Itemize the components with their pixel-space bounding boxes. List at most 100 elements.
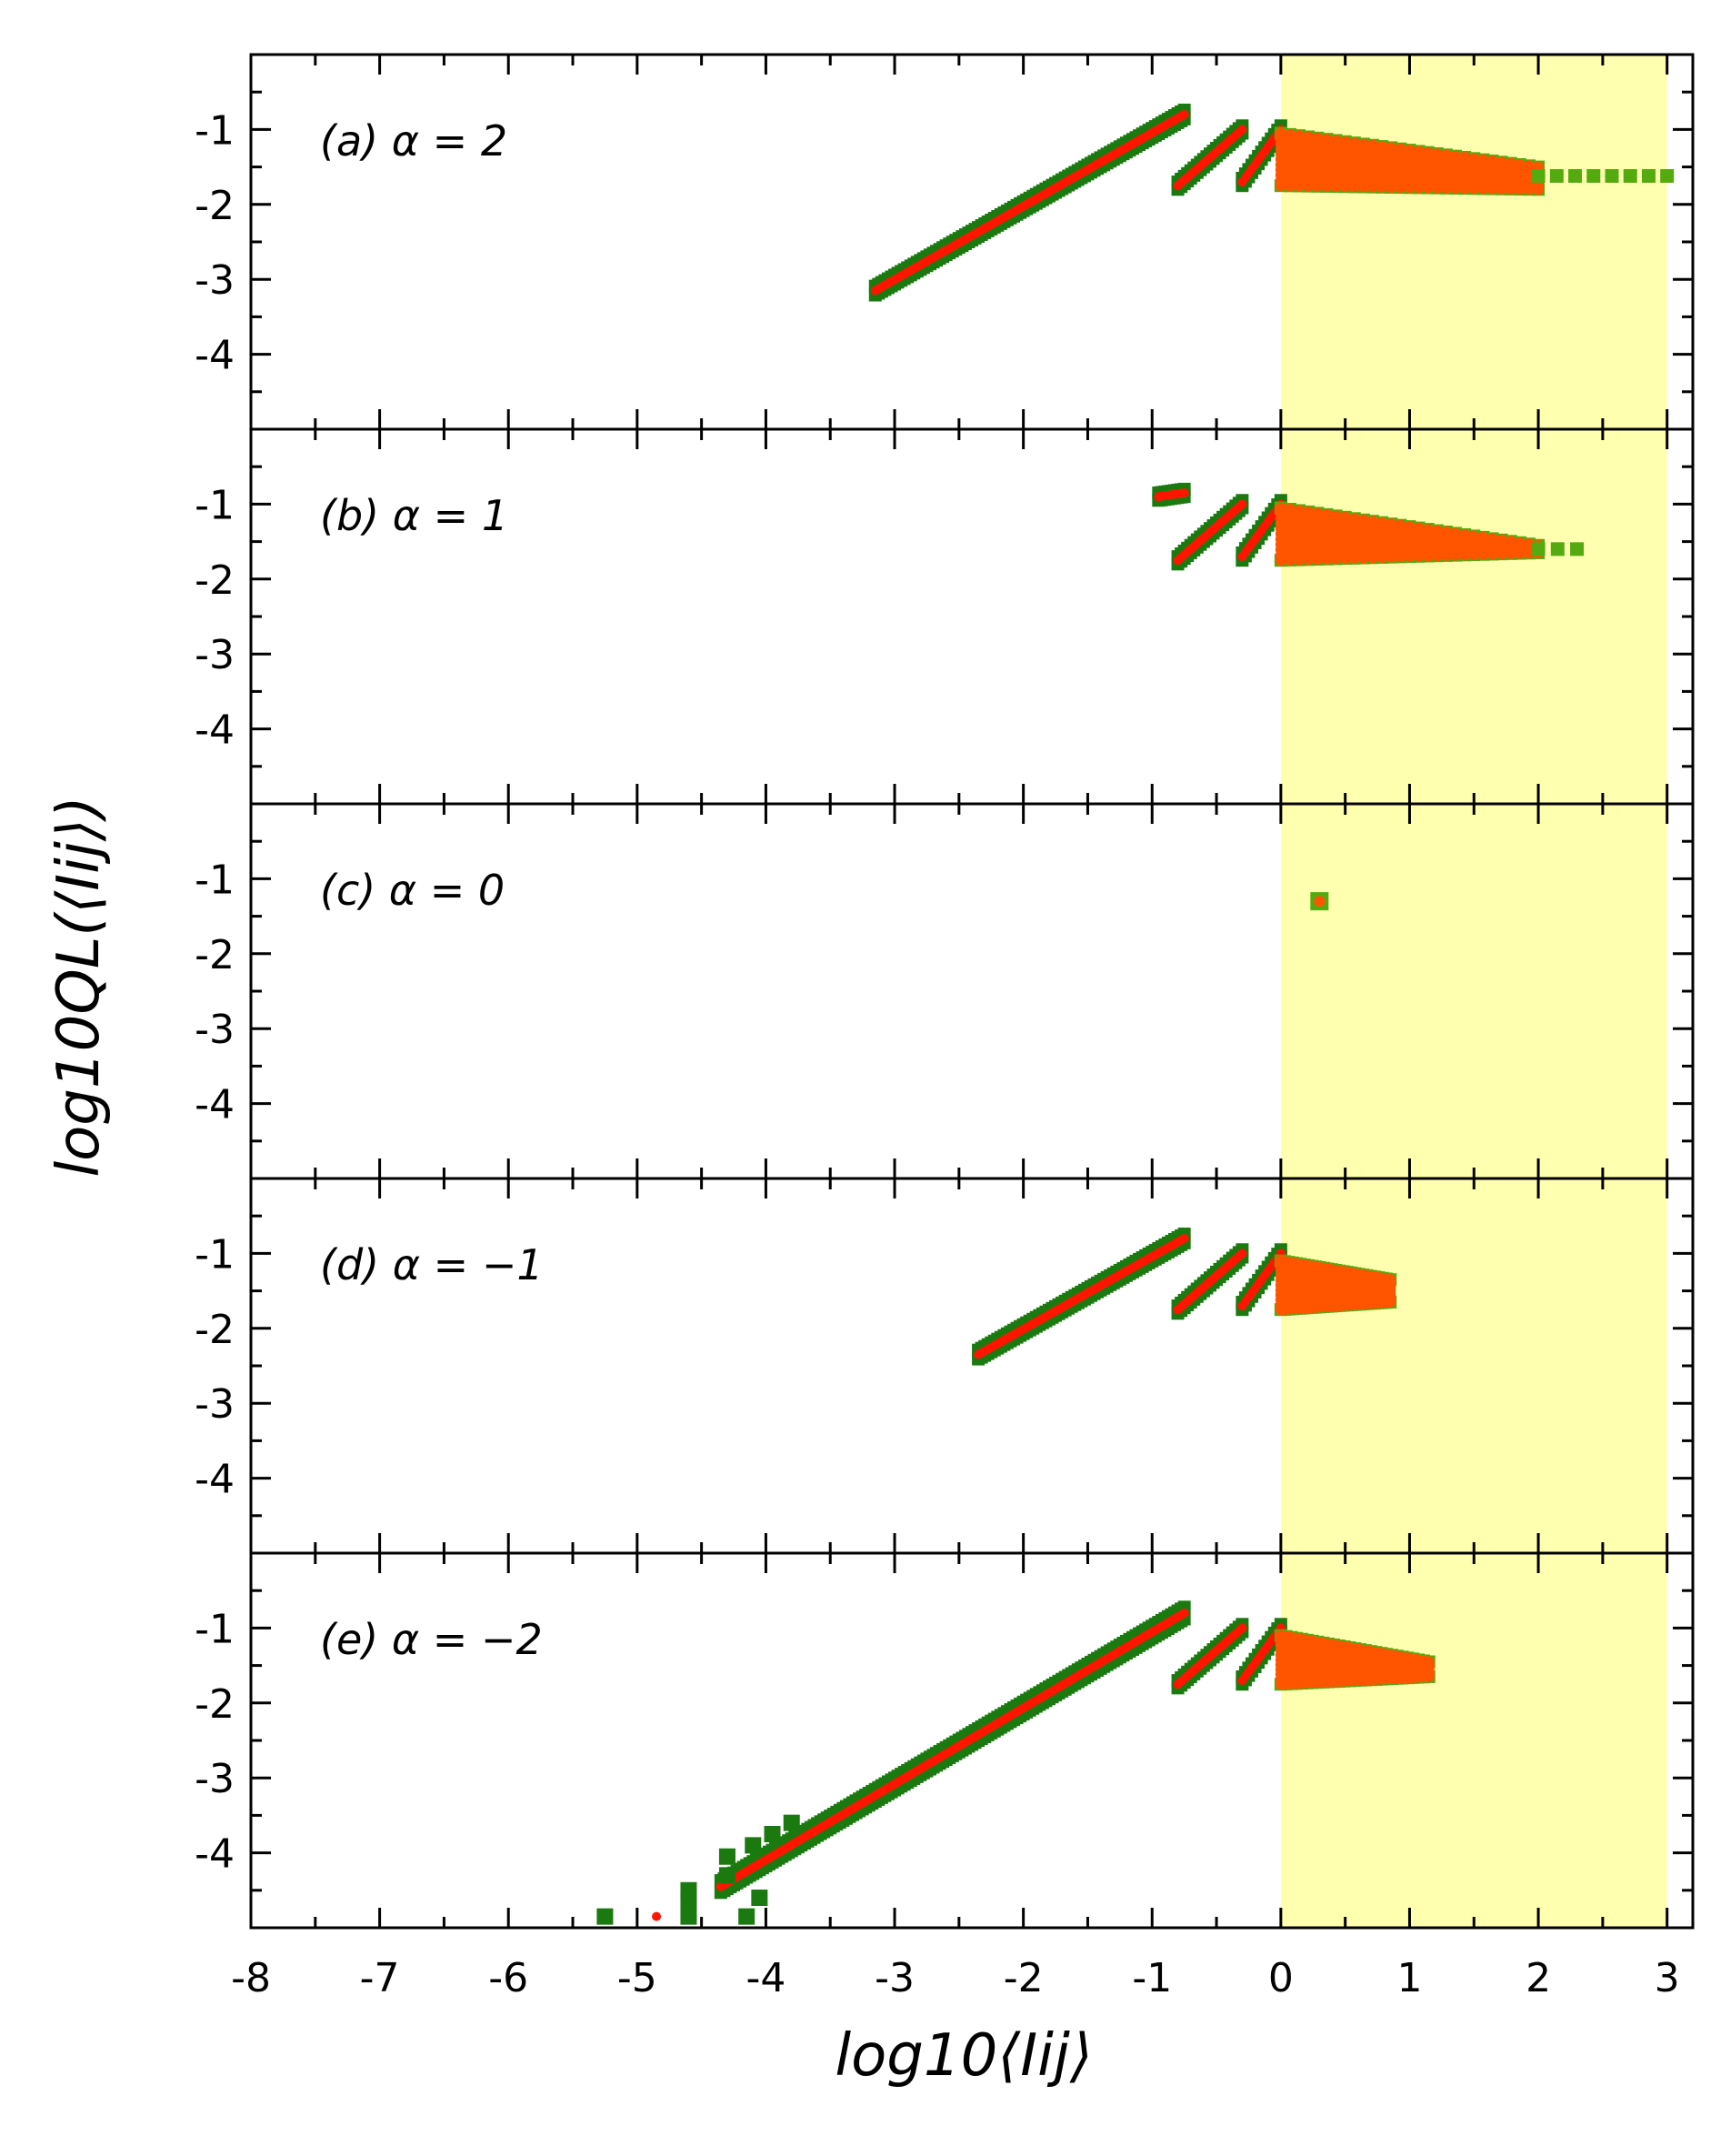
marker-inner <box>652 1911 662 1921</box>
marker-outer <box>1605 168 1619 183</box>
panel-4: -1 -2 -3 -4 (e) α = −2 <box>195 1551 1695 1930</box>
x-axis-title: log10⟨Iij⟩ <box>835 2022 1092 2090</box>
x-tick-label: 2 <box>1526 1955 1551 2001</box>
marker-outer <box>1641 168 1656 183</box>
marker-inner <box>1348 181 1360 193</box>
marker-inner <box>1386 551 1397 563</box>
y-tick-label: -2 <box>195 1307 235 1353</box>
y-tick-label: -3 <box>195 257 235 304</box>
y-tick-label: -3 <box>195 1756 235 1802</box>
y-tick-label: -1 <box>195 1231 235 1278</box>
marker-inner <box>1459 183 1471 195</box>
marker-inner <box>1486 183 1498 195</box>
marker-inner <box>1321 553 1333 565</box>
y-tick-label: -2 <box>195 183 235 229</box>
x-tick-label: -6 <box>488 1955 528 2001</box>
marker-inner <box>1339 553 1351 565</box>
y-tick-label: -2 <box>195 557 235 604</box>
x-axis: -8 -7 -6 -5 -4 -3 -2 -1 0 1 2 3 <box>231 1955 1680 2001</box>
marker-inner <box>1404 551 1416 563</box>
y-tick-label: -1 <box>195 107 235 154</box>
marker-outer <box>1570 542 1585 557</box>
marker-outer <box>751 1890 768 1907</box>
marker-outer <box>718 1848 735 1865</box>
panel-marks <box>972 1227 1397 1366</box>
marker-inner <box>1339 181 1351 193</box>
highlight-region <box>1280 804 1667 1178</box>
panel-marks <box>1310 892 1329 911</box>
marker-inner <box>1514 184 1526 196</box>
panel-label: (b) α = 1 <box>320 491 508 540</box>
y-tick-label: -4 <box>195 707 235 754</box>
marker-outer <box>1549 168 1564 183</box>
marker-inner <box>1367 552 1379 564</box>
marker-outer <box>1531 168 1546 183</box>
marker-inner <box>1314 896 1326 908</box>
highlight-region <box>1280 1553 1667 1928</box>
marker-outer <box>680 1893 697 1910</box>
marker-inner <box>1431 550 1443 562</box>
marker-outer <box>1568 168 1583 183</box>
y-tick-label: -4 <box>195 1457 235 1503</box>
highlight-region <box>1280 55 1667 429</box>
marker-inner <box>1275 180 1286 192</box>
y-tick-label: -3 <box>195 1007 235 1053</box>
panel-label: (d) α = −1 <box>320 1240 544 1289</box>
marker-inner <box>1179 1608 1189 1618</box>
marker-outer <box>596 1908 614 1925</box>
x-tick-label: -2 <box>1004 1955 1044 2001</box>
panel-marks <box>868 103 1675 302</box>
marker-inner <box>1294 554 1306 566</box>
ticks <box>249 804 1693 1178</box>
marker-inner <box>1385 1292 1396 1304</box>
marker-inner <box>1395 551 1406 563</box>
marker-inner <box>1179 488 1189 498</box>
marker-inner <box>1303 554 1315 566</box>
panel-label: (e) α = −2 <box>320 1615 543 1664</box>
marker-inner <box>1179 109 1189 119</box>
marker-inner <box>1514 547 1526 559</box>
y-axis-title: log10QL(⟨Iij⟩) <box>45 796 113 1177</box>
y-tick-label: -4 <box>195 333 235 379</box>
panel-marks <box>596 1600 1436 1925</box>
x-tick-label: 3 <box>1655 1955 1680 2001</box>
marker-inner <box>1284 554 1296 566</box>
y-tick-label: -4 <box>195 1082 235 1128</box>
marker-inner <box>1237 1248 1247 1259</box>
marker-inner <box>1533 184 1545 196</box>
marker-inner <box>1477 548 1489 560</box>
marker-inner <box>1348 552 1360 564</box>
marker-inner <box>1413 550 1425 562</box>
marker-inner <box>1321 180 1333 192</box>
x-tick-label: 1 <box>1396 1955 1422 2001</box>
marker-inner <box>1386 181 1397 193</box>
marker-outer <box>745 1837 762 1854</box>
marker-inner <box>1423 1660 1435 1671</box>
marker-inner <box>1505 547 1516 559</box>
y-tick-label: -2 <box>195 932 235 978</box>
y-tick-label: -1 <box>195 1606 235 1652</box>
panel-3: -1 -2 -3 -4 (d) α = −1 <box>195 1177 1695 1555</box>
marker-inner <box>1367 181 1379 193</box>
x-tick-label: -4 <box>745 1955 785 2001</box>
marker-inner <box>1423 1670 1435 1682</box>
panel-2: -1 -2 -3 -4 (c) α = 0 <box>195 802 1695 1180</box>
marker-inner <box>1431 182 1443 194</box>
marker-inner <box>1486 548 1498 560</box>
x-tick-label: 0 <box>1268 1955 1294 2001</box>
x-tick-label: -3 <box>875 1955 915 2001</box>
marker-inner <box>1330 553 1342 565</box>
marker-inner <box>1237 125 1247 135</box>
marker-inner <box>1422 182 1434 194</box>
y-tick-label: -3 <box>195 1381 235 1428</box>
marker-inner <box>1376 181 1388 193</box>
marker-inner <box>1179 1233 1189 1243</box>
marker-outer <box>680 1908 697 1925</box>
marker-inner <box>1468 183 1480 195</box>
marker-inner <box>1523 184 1535 196</box>
marker-inner <box>1303 180 1315 192</box>
x-tick-label: -5 <box>617 1955 657 2001</box>
marker-inner <box>1496 548 1507 560</box>
panel-label: (a) α = 2 <box>320 116 507 165</box>
